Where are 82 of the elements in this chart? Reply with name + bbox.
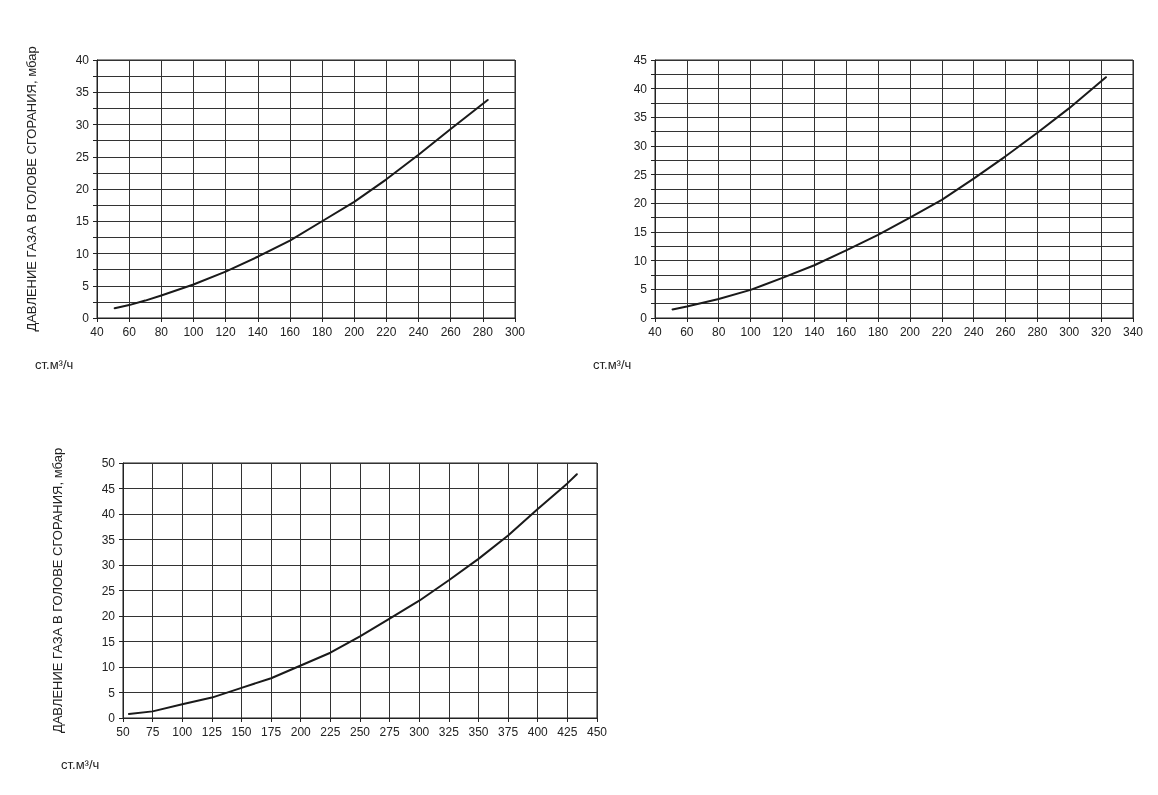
x-tick-label: 180	[312, 325, 333, 339]
y-tick-label: 5	[108, 685, 116, 700]
x-tick-label: 220	[931, 325, 953, 339]
x-tick-label: 280	[1027, 325, 1048, 339]
x-tick-label: 140	[804, 325, 825, 339]
y-tick-label: 35	[633, 110, 648, 125]
y-tick-label: 10	[75, 246, 90, 261]
x-tick-label: 350	[468, 725, 489, 739]
y-tick-label: 5	[82, 278, 90, 293]
x-tick-label: 300	[409, 725, 430, 739]
y-tick-label: 5	[640, 282, 648, 297]
y-tick-label: 40	[633, 81, 648, 96]
y-tick-label: 25	[101, 583, 116, 598]
x-tick-label: 100	[172, 725, 193, 739]
x-tick-label: 400	[527, 725, 549, 739]
y-tick-label: 50	[101, 456, 116, 470]
line-series	[113, 98, 489, 310]
x-tick-label: 150	[231, 725, 252, 739]
x-tick-label: 100	[740, 325, 761, 339]
y-tick-label: 30	[75, 117, 90, 132]
y-tick-label: 0	[82, 311, 90, 325]
x-tick-label: 240	[963, 325, 984, 339]
x-tick-label: 320	[1091, 325, 1112, 339]
x-tick-label: 200	[344, 325, 365, 339]
line-series	[671, 76, 1107, 311]
y-axis-title: ДАВЛЕНИЕ ГАЗА В ГОЛОВЕ СГОРАНИЯ, мбар	[24, 46, 39, 332]
x-tick-label: 100	[183, 325, 204, 339]
x-tick-label: 200	[290, 725, 312, 739]
x-tick-label: 120	[772, 325, 793, 339]
y-tick-label: 40	[75, 53, 90, 67]
x-tick-label: 75	[145, 725, 160, 739]
y-tick-label: 30	[101, 558, 116, 572]
x-tick-label: 180	[868, 325, 889, 339]
y-tick-label: 10	[633, 253, 648, 268]
x-tick-label: 160	[279, 325, 301, 339]
x-tick-label: 160	[836, 325, 857, 339]
x-tick-label: 260	[995, 325, 1016, 339]
x-tick-label: 120	[215, 325, 236, 339]
x-tick-label: 275	[379, 725, 400, 739]
x-tick-label: 375	[498, 725, 519, 739]
x-tick-label: 80	[154, 325, 169, 339]
y-tick-label: 40	[101, 507, 116, 521]
x-tick-label: 280	[472, 325, 494, 339]
y-tick-label: 15	[633, 225, 648, 239]
x-tick-label: 200	[899, 325, 921, 339]
x-tick-label: 220	[376, 325, 397, 339]
y-tick-label: 45	[633, 53, 648, 67]
x-tick-label: 340	[1122, 325, 1144, 339]
y-tick-label: 10	[101, 660, 116, 674]
y-tick-label: 20	[633, 196, 648, 211]
x-axis-title: ст.м³/ч	[593, 357, 632, 372]
line-series	[127, 473, 578, 715]
x-tick-label: 240	[408, 325, 429, 339]
x-tick-label: 175	[261, 725, 282, 739]
x-tick-label: 140	[247, 325, 269, 339]
x-axis-title: ст.м³/ч	[61, 757, 100, 772]
y-tick-label: 25	[633, 167, 648, 182]
y-tick-label: 15	[101, 634, 116, 649]
y-tick-label: 45	[101, 481, 116, 496]
y-tick-label: 30	[633, 139, 648, 153]
y-tick-label: 20	[101, 609, 116, 623]
x-tick-label: 260	[440, 325, 462, 339]
x-tick-label: 125	[201, 725, 223, 739]
x-tick-label: 60	[680, 325, 694, 339]
x-tick-label: 425	[557, 725, 578, 739]
x-tick-label: 60	[122, 325, 137, 339]
x-tick-label: 225	[320, 725, 341, 739]
y-tick-label: 35	[101, 532, 116, 547]
y-axis-title: ДАВЛЕНИЕ ГАЗА В ГОЛОВЕ СГОРАНИЯ, мбар	[50, 447, 65, 734]
x-tick-label: 300	[504, 325, 526, 339]
y-tick-label: 15	[75, 214, 90, 229]
y-tick-label: 0	[640, 311, 648, 325]
x-axis-title: ст.м³/ч	[35, 357, 74, 372]
y-tick-label: 35	[75, 85, 90, 100]
x-tick-label: 250	[349, 725, 371, 739]
y-tick-label: 25	[75, 149, 90, 164]
x-tick-label: 325	[438, 725, 460, 739]
x-tick-label: 450	[586, 725, 608, 739]
y-tick-label: 20	[75, 182, 90, 196]
y-tick-label: 0	[108, 711, 116, 725]
x-tick-label: 80	[712, 325, 726, 339]
x-tick-label: 300	[1059, 325, 1080, 339]
